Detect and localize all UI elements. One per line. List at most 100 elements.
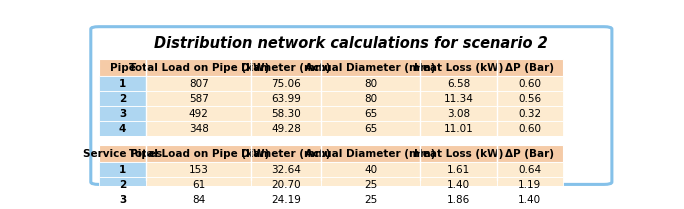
Bar — [321, 207, 420, 209]
Text: 807: 807 — [189, 79, 209, 89]
Bar — [420, 121, 497, 136]
Text: Heat Loss (kW): Heat Loss (kW) — [414, 149, 503, 159]
Text: ΔP (Bar): ΔP (Bar) — [505, 149, 554, 159]
Text: Actual Diameter (mm): Actual Diameter (mm) — [305, 149, 436, 159]
Bar — [321, 177, 420, 192]
Bar — [497, 59, 562, 76]
Bar — [420, 207, 497, 209]
Bar — [98, 192, 146, 207]
Text: 0.56: 0.56 — [518, 94, 541, 104]
Text: 61: 61 — [192, 180, 205, 190]
Text: Diameter (mm): Diameter (mm) — [241, 62, 331, 73]
Text: Total Load on Pipe (kW): Total Load on Pipe (kW) — [129, 149, 269, 159]
Bar — [321, 121, 420, 136]
Text: 153: 153 — [189, 165, 209, 175]
Bar — [321, 59, 420, 76]
Text: 1.19: 1.19 — [518, 180, 541, 190]
Text: 65: 65 — [364, 124, 377, 134]
Bar — [98, 121, 146, 136]
Bar — [251, 207, 321, 209]
Text: 11.01: 11.01 — [443, 124, 473, 134]
Text: 63.99: 63.99 — [272, 94, 301, 104]
Text: 20.70: 20.70 — [272, 180, 301, 190]
Text: 1.61: 1.61 — [447, 165, 470, 175]
Bar — [420, 145, 497, 162]
Bar — [146, 59, 251, 76]
Bar — [251, 177, 321, 192]
Text: Distribution network calculations for scenario 2: Distribution network calculations for sc… — [155, 37, 548, 51]
Bar — [497, 76, 562, 91]
Bar — [497, 106, 562, 121]
Bar — [146, 177, 251, 192]
Bar — [251, 76, 321, 91]
Text: 32.64: 32.64 — [272, 165, 301, 175]
Bar — [251, 192, 321, 207]
Text: 587: 587 — [189, 94, 209, 104]
Text: 84: 84 — [192, 195, 205, 205]
FancyBboxPatch shape — [91, 27, 612, 184]
Text: 65: 65 — [364, 109, 377, 119]
Text: 49.28: 49.28 — [272, 124, 301, 134]
Text: 2: 2 — [119, 180, 126, 190]
Text: 3: 3 — [119, 195, 126, 205]
Text: 2: 2 — [119, 94, 126, 104]
Bar — [321, 76, 420, 91]
Bar — [420, 106, 497, 121]
Text: Total Load on Pipe (kW): Total Load on Pipe (kW) — [129, 62, 269, 73]
Text: ΔP (Bar): ΔP (Bar) — [505, 62, 554, 73]
Bar — [251, 91, 321, 106]
Text: 11.34: 11.34 — [443, 94, 473, 104]
Bar — [98, 145, 146, 162]
Bar — [98, 162, 146, 177]
Bar — [321, 145, 420, 162]
Bar — [251, 59, 321, 76]
Text: 80: 80 — [364, 79, 377, 89]
Text: 0.60: 0.60 — [518, 124, 541, 134]
Bar — [497, 145, 562, 162]
Text: 24.19: 24.19 — [272, 195, 301, 205]
Text: 25: 25 — [364, 180, 377, 190]
Text: 1.40: 1.40 — [447, 180, 470, 190]
Bar — [251, 121, 321, 136]
Text: 1.40: 1.40 — [518, 195, 541, 205]
Text: Diameter (mm): Diameter (mm) — [241, 149, 331, 159]
Bar — [98, 59, 146, 76]
Bar — [146, 106, 251, 121]
Text: 0.60: 0.60 — [518, 79, 541, 89]
Text: 6.58: 6.58 — [447, 79, 470, 89]
Bar — [497, 207, 562, 209]
Bar — [146, 162, 251, 177]
Bar — [420, 192, 497, 207]
Bar — [497, 91, 562, 106]
Bar — [497, 121, 562, 136]
Text: 348: 348 — [189, 124, 209, 134]
Bar — [321, 192, 420, 207]
Bar — [321, 162, 420, 177]
Bar — [497, 192, 562, 207]
Bar — [146, 91, 251, 106]
Bar — [321, 91, 420, 106]
Text: Heat Loss (kW): Heat Loss (kW) — [414, 62, 503, 73]
Bar — [251, 162, 321, 177]
Bar — [420, 162, 497, 177]
Bar — [420, 76, 497, 91]
Text: 25: 25 — [364, 195, 377, 205]
Text: Service Pipes: Service Pipes — [83, 149, 162, 159]
Text: 1: 1 — [119, 165, 126, 175]
Text: 492: 492 — [189, 109, 209, 119]
Text: 3.08: 3.08 — [447, 109, 470, 119]
Text: Actual Diameter (mm): Actual Diameter (mm) — [305, 62, 436, 73]
Bar — [420, 91, 497, 106]
Bar — [146, 76, 251, 91]
Bar — [146, 207, 251, 209]
Bar — [98, 106, 146, 121]
Bar — [146, 121, 251, 136]
Bar — [98, 136, 604, 145]
Bar — [420, 177, 497, 192]
Bar — [497, 162, 562, 177]
Text: 80: 80 — [364, 94, 377, 104]
Text: Pipe: Pipe — [109, 62, 135, 73]
Bar — [251, 145, 321, 162]
Bar — [420, 59, 497, 76]
Text: 3: 3 — [119, 109, 126, 119]
